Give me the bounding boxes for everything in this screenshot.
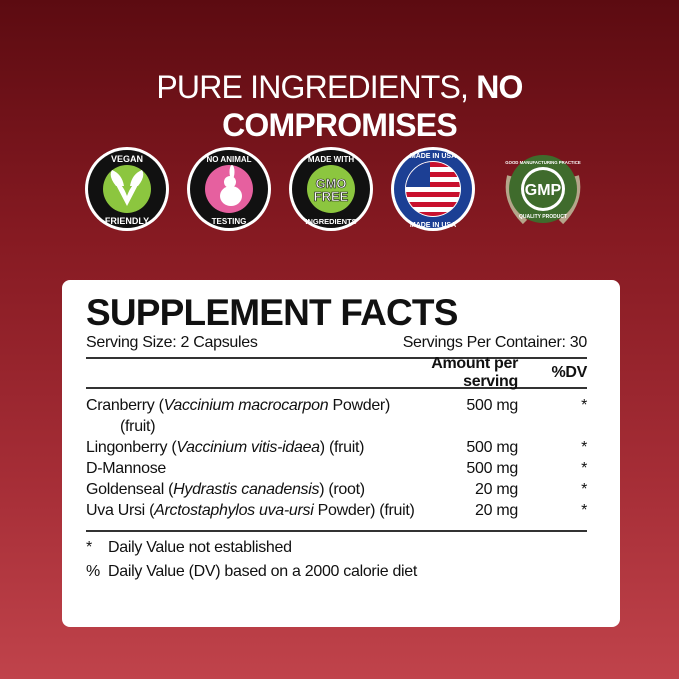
table-row: Uva Ursi (Arctostaphylos uva-ursi Powder… (86, 500, 587, 521)
gmo-free-icon: GMO FREE MADE WITH INGREDIENTS (289, 147, 373, 231)
svg-text:MADE IN USA: MADE IN USA (410, 153, 456, 160)
serving-info: Serving Size: 2 Capsules Servings Per Co… (86, 333, 587, 353)
divider (86, 357, 587, 359)
svg-text:QUALITY PRODUCT: QUALITY PRODUCT (519, 214, 567, 220)
footnote: * Daily Value not established (86, 539, 292, 556)
svg-text:FRIENDLY: FRIENDLY (105, 216, 149, 226)
ingredient-list: Cranberry (Vaccinium macrocarpon Powder)… (86, 389, 587, 526)
dv: * (581, 397, 587, 414)
amount-header: Amount per serving (431, 355, 518, 390)
rabbit-icon: NO ANIMAL TESTING (187, 147, 271, 231)
table-header: Amount per serving %DV (86, 355, 587, 390)
svg-text:TESTING: TESTING (212, 217, 247, 226)
headline: PURE INGREDIENTS, NO COMPROMISES (40, 68, 639, 144)
svg-text:NO ANIMAL: NO ANIMAL (206, 155, 251, 164)
table-row: D-Mannose 500 mg * (86, 458, 587, 479)
supplement-facts-panel: SUPPLEMENT FACTS Serving Size: 2 Capsule… (62, 280, 620, 627)
svg-text:GOOD MANUFACTURING PRACTICE: GOOD MANUFACTURING PRACTICE (505, 160, 581, 165)
serving-size: Serving Size: 2 Capsules (86, 334, 258, 351)
amount: 500 mg (466, 439, 518, 456)
dv: * (581, 460, 587, 477)
servings-per-container: Servings Per Container: 30 (402, 334, 588, 351)
amount: 500 mg (466, 460, 518, 477)
amount: 500 mg (466, 397, 518, 414)
divider (86, 387, 587, 389)
ingredient-name: Cranberry (Vaccinium macrocarpon Powder)… (86, 397, 390, 435)
svg-text:GMP: GMP (525, 182, 562, 199)
vegan-leaf-icon: VEGAN FRIENDLY (85, 147, 169, 231)
ingredient-name: Lingonberry (Vaccinium vitis-idaea) (fru… (86, 439, 365, 456)
dv-header: %DV (551, 364, 587, 381)
facts-title: SUPPLEMENT FACTS (86, 292, 458, 333)
dv: * (581, 502, 587, 519)
amount: 20 mg (475, 502, 518, 519)
table-row: Cranberry (Vaccinium macrocarpon Powder)… (86, 395, 587, 437)
ingredient-name: Goldenseal (Hydrastis canadensis) (root) (86, 481, 365, 498)
footnote: % Daily Value (DV) based on a 2000 calori… (86, 563, 418, 580)
svg-text:MADE WITH: MADE WITH (308, 155, 354, 164)
svg-text:MADE IN USA: MADE IN USA (410, 222, 456, 229)
badges-row: VEGAN FRIENDLY NO ANIMAL TESTING GMO FRE… (0, 146, 679, 232)
gmp-seal-icon: GMP GOOD MANUFACTURING PRACTICE QUALITY … (505, 155, 581, 225)
svg-text:FREE: FREE (314, 189, 349, 204)
table-row: Goldenseal (Hydrastis canadensis) (root)… (86, 479, 587, 500)
table-row: Lingonberry (Vaccinium vitis-idaea) (fru… (86, 437, 587, 458)
dv: * (581, 439, 587, 456)
headline-bold: NO COMPROMISES (222, 69, 523, 143)
usa-flag-icon: MADE IN USA MADE IN USA (391, 147, 475, 231)
footnotes: * Daily Value not established % Daily Valu… (86, 532, 587, 584)
svg-text:GMO: GMO (315, 176, 346, 191)
ingredient-name: Uva Ursi (Arctostaphylos uva-ursi Powder… (86, 502, 415, 519)
amount: 20 mg (475, 481, 518, 498)
dv: * (581, 481, 587, 498)
svg-text:VEGAN: VEGAN (111, 154, 143, 164)
headline-light: PURE INGREDIENTS, (156, 69, 477, 105)
svg-text:INGREDIENTS: INGREDIENTS (305, 217, 356, 226)
divider (86, 530, 587, 532)
ingredient-name: D-Mannose (86, 460, 167, 477)
